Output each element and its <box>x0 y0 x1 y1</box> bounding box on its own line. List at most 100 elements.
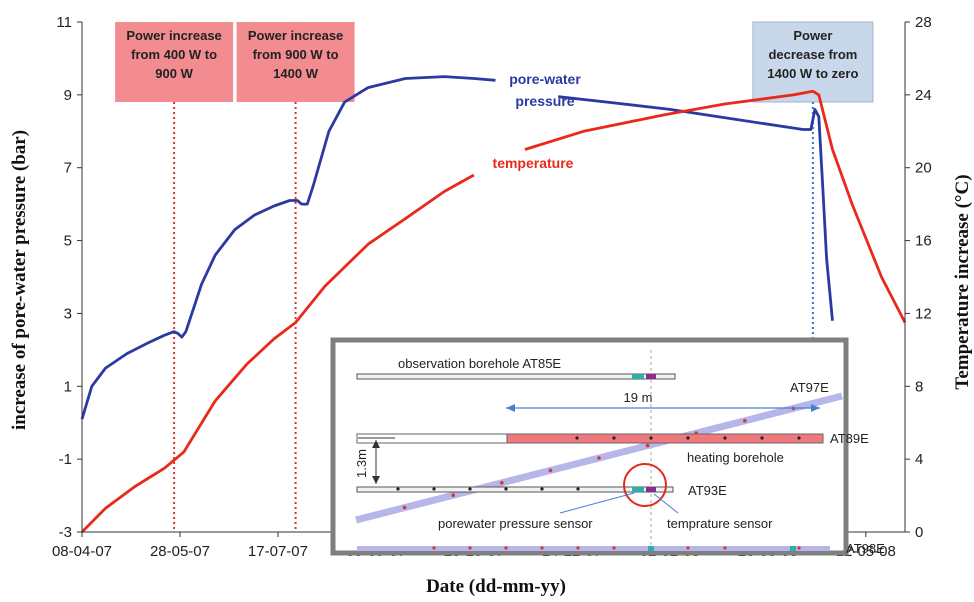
porewater-sensor-pointer <box>559 492 635 514</box>
y-right-tick-label: 12 <box>915 305 932 322</box>
pressure-series-label: pore-water <box>509 71 581 87</box>
event-box-1 <box>115 22 234 102</box>
at93e-marker <box>540 487 544 491</box>
borehole-at85e <box>356 373 676 380</box>
at93e-label: AT93E <box>688 483 727 498</box>
event-label-1: from 400 W to <box>131 47 217 62</box>
at89e-marker <box>575 436 579 440</box>
y-right-tick-label: 16 <box>915 233 932 250</box>
event-label-3: decrease from <box>768 47 857 62</box>
y-left-tick-label: -1 <box>59 451 72 468</box>
at98e-marker <box>686 546 690 550</box>
y-axis-left-title: increase of pore-water pressure (bar) <box>9 130 30 430</box>
temperature-sensor-label: temprature sensor <box>667 516 773 531</box>
y-left-tick-label: 7 <box>64 160 72 177</box>
y-right-tick-label: 24 <box>915 87 932 104</box>
y-right-tick-label: 0 <box>915 524 923 541</box>
sensor-at85e-a <box>632 374 644 379</box>
distance-arrow-head-right <box>811 404 820 412</box>
at97e-marker <box>645 443 650 448</box>
at98e-marker <box>468 546 472 550</box>
offset-arrow-head-top <box>372 440 380 448</box>
y-axis-right-title: Temperature increase (°C) <box>952 174 973 389</box>
temperature-sensor <box>646 487 656 492</box>
at89e-marker <box>649 436 653 440</box>
y-right-tick-label: 28 <box>915 14 932 31</box>
event-label-2: from 900 W to <box>253 47 339 62</box>
at89e-marker <box>723 436 727 440</box>
series-line-pressure <box>80 75 496 420</box>
at98e-marker <box>504 546 508 550</box>
inset-diagram: observation borehole AT85E AT97E 19 m AT89E… <box>330 337 885 556</box>
event-label-2: Power increase <box>248 28 343 43</box>
at98e-marker <box>540 546 544 550</box>
x-tick-label: 28-05-07 <box>150 543 210 560</box>
at97e-marker <box>500 481 504 485</box>
at89e-marker <box>686 436 690 440</box>
event-labels: Power increase from 400 W to 900 W Power in… <box>126 28 858 81</box>
at89e-marker <box>797 436 801 440</box>
at98e-label: AT98E <box>846 541 885 556</box>
at98e-sensor-a <box>648 546 654 551</box>
heating-borehole-label: heating borehole <box>687 450 784 465</box>
sensor-highlight-circle <box>623 463 667 507</box>
porewater-sensor-label: porewater pressure sensor <box>438 516 593 531</box>
at98e-marker <box>797 546 801 550</box>
at93e-marker <box>432 487 436 491</box>
y-left-tick-label: 1 <box>64 378 72 395</box>
pressure-series-label: pressure <box>515 93 574 109</box>
at97e-label: AT97E <box>790 380 829 395</box>
observation-borehole-label: observation borehole AT85E <box>398 356 561 371</box>
y-left-tick-label: 9 <box>64 87 72 104</box>
at98e-marker <box>576 546 580 550</box>
event-box-3 <box>752 21 874 103</box>
y-right-tick-label: 4 <box>915 451 923 468</box>
at97e-marker <box>451 493 456 498</box>
at93e-marker <box>504 487 508 491</box>
at98e-marker <box>432 546 436 550</box>
y-left-tick-label: -3 <box>59 524 72 541</box>
y-left-tick-label: 5 <box>64 233 72 250</box>
x-axis-title: Date (dd-mm-yy) <box>426 576 566 597</box>
series-line-temperature <box>81 173 475 533</box>
at89e-label: AT89E <box>830 431 869 446</box>
series-line-temperature-cont <box>524 89 907 324</box>
event-boxes <box>115 21 874 532</box>
at97e-marker <box>743 419 747 423</box>
porewater-sensor <box>632 487 644 492</box>
y-right-tick-label: 20 <box>915 160 932 177</box>
distance-arrow-head-left <box>506 404 515 412</box>
at89e-marker <box>760 436 764 440</box>
borehole-at98e <box>357 546 830 551</box>
event-label-1: 900 W <box>155 66 193 81</box>
at93e-marker <box>396 487 400 491</box>
event-label-1: Power increase <box>126 28 221 43</box>
at93e-marker <box>576 487 580 491</box>
distance-label: 19 m <box>624 390 653 405</box>
temperature-series-label: temperature <box>493 155 574 171</box>
at89e-marker <box>612 436 616 440</box>
at98e-sensor-b <box>790 546 796 551</box>
event-box-2 <box>236 22 355 102</box>
event-label-3: Power <box>793 28 832 43</box>
temperature-sensor-pointer <box>653 493 679 514</box>
x-tick-label: 12-05-08 <box>836 543 896 560</box>
sensor-at85e-b <box>646 374 656 379</box>
at93e-marker <box>468 487 472 491</box>
series-line-pressure-cont <box>558 95 834 321</box>
y-left-tick-label: 3 <box>64 305 72 322</box>
at98e-marker <box>612 546 616 550</box>
at97e-marker <box>597 456 601 460</box>
at98e-marker <box>723 546 727 550</box>
x-tick-label: 08-04-07 <box>52 543 112 560</box>
heating-borehole <box>506 433 824 444</box>
at97e-marker <box>402 505 407 510</box>
y-left-tick-label: 11 <box>56 14 72 31</box>
offset-label: 1.3m <box>354 449 369 478</box>
at97e-marker <box>548 468 553 473</box>
series-lines <box>80 75 907 533</box>
offset-arrow-head-bottom <box>372 476 380 484</box>
event-label-2: 1400 W <box>273 66 319 81</box>
x-tick-label: 17-07-07 <box>248 543 308 560</box>
